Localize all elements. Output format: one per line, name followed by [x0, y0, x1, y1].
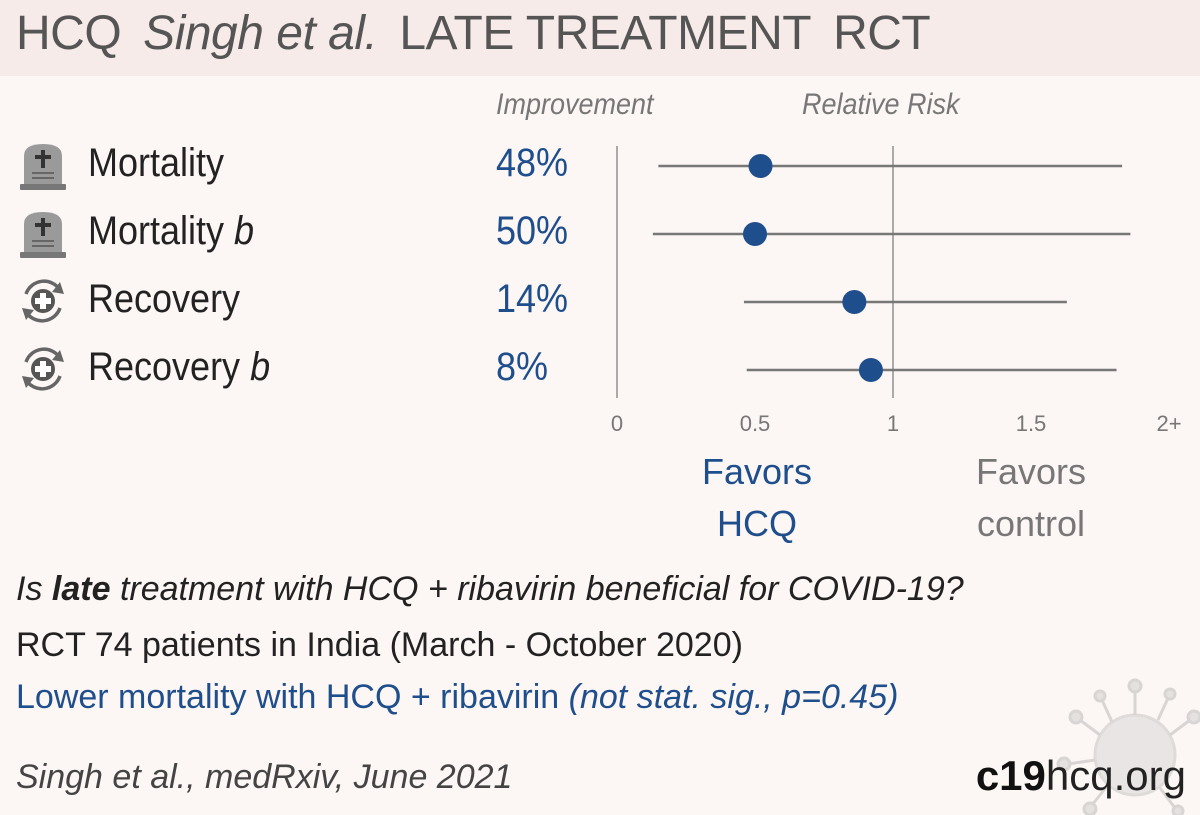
header-bar: HCQ Singh et al. LATE TREATMENT RCT: [0, 0, 1200, 76]
x-tick-label: 2+: [1156, 411, 1181, 436]
citation: Singh et al., medRxiv, June 2021: [16, 758, 513, 796]
favors-hcq-label: Favors HCQ: [701, 451, 813, 544]
relative-risk-column-header: Relative Risk: [802, 88, 960, 121]
page-title: HCQ Singh et al. LATE TREATMENT RCT: [16, 6, 952, 61]
point-estimate: [858, 358, 883, 382]
outcome-label: Recovery: [88, 277, 241, 321]
point-estimate: [748, 154, 773, 178]
improvement-value: 14%: [496, 277, 569, 321]
virus-watermark-icon: [1056, 678, 1200, 815]
site-brand: c19hcq.org: [975, 752, 1186, 799]
outcome-row-mortality: Mortality 48%: [0, 136, 1200, 196]
point-estimate: [743, 222, 767, 246]
point-estimate: [842, 290, 867, 314]
outcome-row-mortality-b: Mortality b 50%: [0, 204, 1200, 264]
outcome-label: Mortality: [88, 141, 225, 185]
tombstone-icon: [20, 212, 66, 258]
title-stage: LATE TREATMENT: [399, 7, 812, 60]
favors-control-label: Favors control: [975, 451, 1087, 544]
outcome-label: Mortality b: [88, 209, 255, 253]
x-tick-label: 0.5: [740, 411, 771, 436]
x-tick-label: 0: [611, 411, 623, 436]
x-tick-label: 1: [887, 411, 899, 436]
improvement-column-header: Improvement: [496, 88, 654, 121]
tombstone-icon: [20, 144, 66, 190]
outcome-label: Recovery b: [88, 345, 271, 389]
recovery-icon: [22, 347, 64, 391]
study-description: RCT 74 patients in India (March - Octobe…: [16, 626, 743, 664]
title-drug: HCQ: [16, 7, 122, 60]
improvement-value: 8%: [496, 345, 549, 389]
outcome-row-recovery: Recovery 14%: [0, 272, 1200, 332]
improvement-value: 50%: [496, 209, 569, 253]
recovery-icon: [22, 279, 64, 323]
study-result: Lower mortality with HCQ + ribavirin (no…: [16, 678, 899, 716]
title-type: RCT: [833, 7, 931, 60]
improvement-value: 48%: [496, 141, 569, 185]
forest-plot: 0 0.5 1 1.5 2+: [611, 146, 1182, 436]
outcome-row-recovery-b: Recovery b 8%: [0, 340, 1200, 400]
title-author: Singh et al.: [143, 7, 378, 60]
x-tick-label: 1.5: [1016, 411, 1047, 436]
study-question: Is late treatment with HCQ + ribavirin b…: [16, 570, 964, 608]
